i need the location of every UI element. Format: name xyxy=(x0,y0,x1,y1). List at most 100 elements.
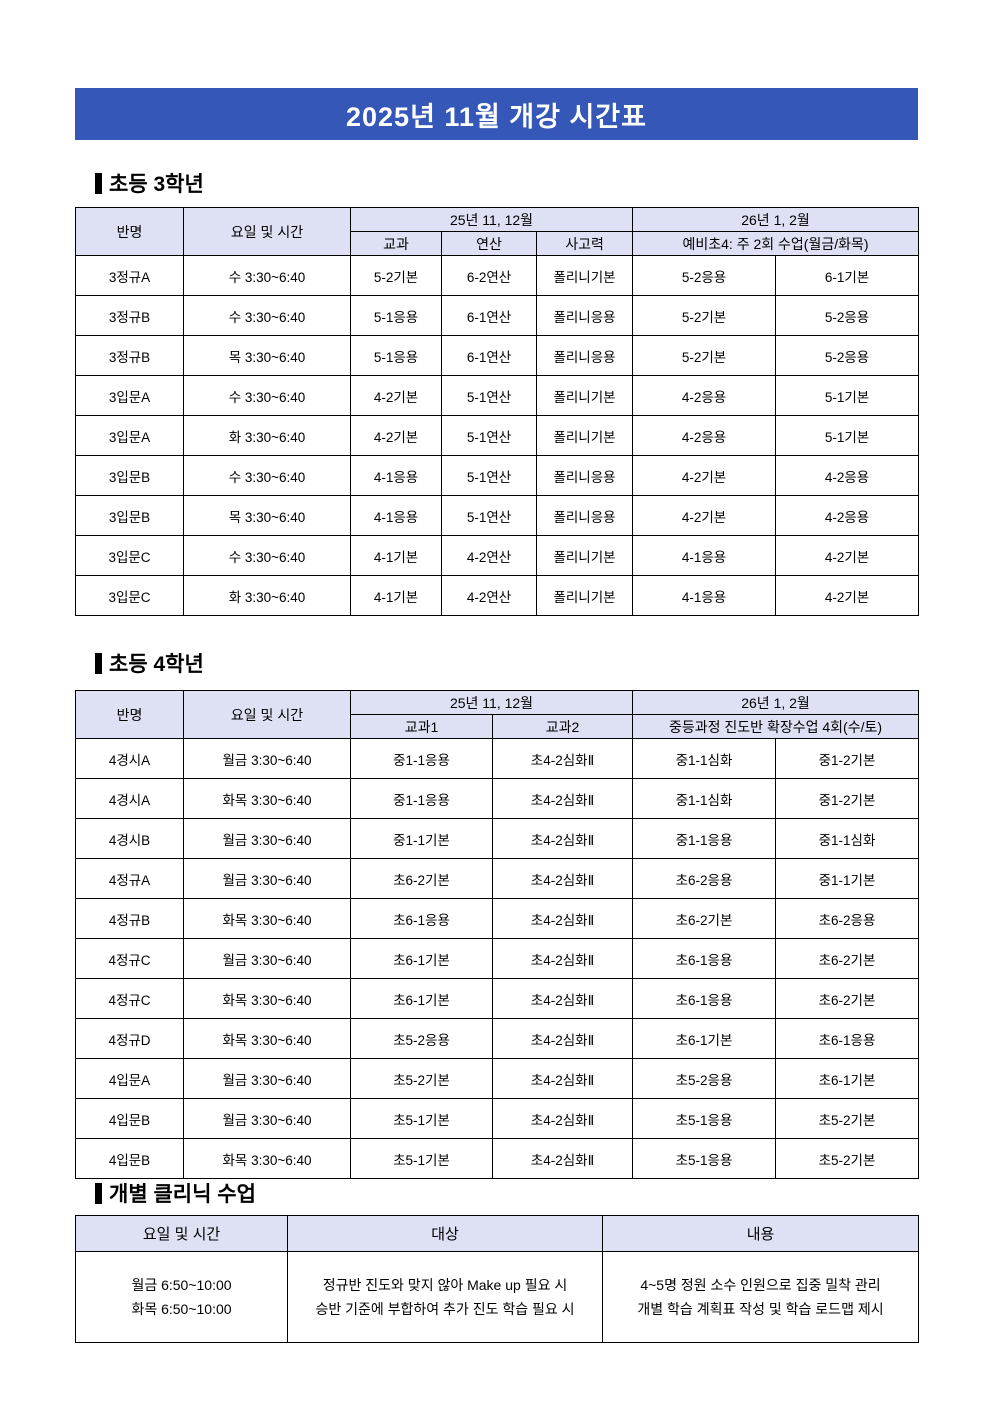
table-body-grade4: 4경시A 월금 3:30~6:40 중1-1응용 초4-2심화Ⅱ 중1-1심화 중1-2기… xyxy=(75,738,920,1179)
class-name-cell: 3정규A xyxy=(75,255,184,296)
table-subheader-row: 교과 연산 사고력 예비초4: 주 2회 수업(월금/화목) xyxy=(76,231,920,256)
class-name-cell: 4정규D xyxy=(75,1018,184,1059)
day-time-cell: 목 3:30~6:40 xyxy=(183,495,351,536)
table-header-row: 요일 및 시간 대상 내용 xyxy=(75,1215,919,1252)
course-cell: 폴리니응용 xyxy=(535,495,634,536)
course-cell: 초6-1응용 xyxy=(350,898,493,939)
col-header-period-2: 26년 1, 2월 xyxy=(632,207,920,232)
course-cell: 초4-2심화Ⅱ xyxy=(491,1058,634,1099)
class-name-cell: 3정규B xyxy=(75,295,184,336)
col-header-day-time: 요일 및 시간 xyxy=(75,1215,288,1252)
table-row: 4정규D 화목 3:30~6:40 초5-2응용 초4-2심화Ⅱ 초6-1기본 초6-1응… xyxy=(75,1018,920,1059)
table-subheader-row: 교과1 교과2 중등과정 진도반 확장수업 4회(수/토) xyxy=(76,714,920,739)
section-heading-label: 개별 클리닉 수업 xyxy=(109,1183,256,1206)
class-name-cell: 4입문A xyxy=(75,1058,184,1099)
day-time-cell: 수 3:30~6:40 xyxy=(183,255,351,296)
course-cell: 초6-2기본 xyxy=(775,978,920,1019)
table-row: 3입문B 수 3:30~6:40 4-1응용 5-1연산 폴리니응용 4-2기본 4-2응용 xyxy=(75,455,920,496)
course-cell: 4-2연산 xyxy=(441,575,537,616)
col-header-period-2: 26년 1, 2월 xyxy=(632,690,920,715)
clinic-target-line-1: 정규반 진도와 맞지 않아 Make up 필요 시 xyxy=(322,1276,568,1293)
clinic-day-time-cell: 월금 6:50~10:00 화목 6:50~10:00 xyxy=(75,1251,288,1343)
class-name-cell: 4경시A xyxy=(75,738,184,779)
course-cell: 초5-1기본 xyxy=(350,1098,493,1139)
course-cell: 초4-2심화Ⅱ xyxy=(491,778,634,819)
class-name-cell: 3입문A xyxy=(75,375,184,416)
course-cell: 5-1연산 xyxy=(441,375,537,416)
course-cell: 5-1연산 xyxy=(441,415,537,456)
table-row: 3정규B 목 3:30~6:40 5-1응용 6-1연산 폴리니응용 5-2기본 5-2응용 xyxy=(75,335,920,376)
course-cell: 5-2응용 xyxy=(632,255,777,296)
course-cell: 초4-2심화Ⅱ xyxy=(491,818,634,859)
section-heading-label: 초등 4학년 xyxy=(109,653,204,676)
table-row: 3입문C 수 3:30~6:40 4-1기본 4-2연산 폴리니기본 4-1응용 4-2기본 xyxy=(75,535,920,576)
course-cell: 중1-1기본 xyxy=(775,858,920,899)
col-header-class-name: 반명 xyxy=(75,690,184,739)
course-cell: 초6-1응용 xyxy=(775,1018,920,1059)
course-cell: 초4-2심화Ⅱ xyxy=(491,1138,634,1179)
table-row: 3입문B 목 3:30~6:40 4-1응용 5-1연산 폴리니응용 4-2기본 4-2응용 xyxy=(75,495,920,536)
course-cell: 중1-1응용 xyxy=(350,738,493,779)
course-cell: 초4-2심화Ⅱ xyxy=(491,978,634,1019)
course-cell: 5-1연산 xyxy=(441,455,537,496)
col-header-class-name: 반명 xyxy=(75,207,184,256)
course-cell: 초5-1기본 xyxy=(350,1138,493,1179)
class-name-cell: 4경시B xyxy=(75,818,184,859)
course-cell: 4-2응용 xyxy=(632,415,777,456)
col-header-day-time: 요일 및 시간 xyxy=(183,690,351,739)
class-name-cell: 3입문A xyxy=(75,415,184,456)
table-row: 4입문A 월금 3:30~6:40 초5-2기본 초4-2심화Ⅱ 초5-2응용 초6-1기… xyxy=(75,1058,920,1099)
col-header-note: 중등과정 진도반 확장수업 4회(수/토) xyxy=(632,714,920,739)
course-cell: 4-1기본 xyxy=(350,535,442,576)
schedule-table-grade4: 반명 요일 및 시간 25년 11, 12월 26년 1, 2월 교과1 교과2… xyxy=(75,690,920,1179)
section-marker-icon xyxy=(95,1182,102,1204)
col-header-content: 내용 xyxy=(602,1215,919,1252)
course-cell: 6-2연산 xyxy=(441,255,537,296)
table-row: 3정규A 수 3:30~6:40 5-2기본 6-2연산 폴리니기본 5-2응용 6-1기본 xyxy=(75,255,920,296)
class-name-cell: 4경시A xyxy=(75,778,184,819)
course-cell: 초5-1응용 xyxy=(632,1098,777,1139)
day-time-cell: 월금 3:30~6:40 xyxy=(183,938,351,979)
course-cell: 초4-2심화Ⅱ xyxy=(491,738,634,779)
course-cell: 폴리니응용 xyxy=(535,335,634,376)
table-row: 3입문C 화 3:30~6:40 4-1기본 4-2연산 폴리니기본 4-1응용 4-2기본 xyxy=(75,575,920,616)
course-cell: 초6-1응용 xyxy=(632,938,777,979)
course-cell: 폴리니기본 xyxy=(535,535,634,576)
table-row: 3입문A 수 3:30~6:40 4-2기본 5-1연산 폴리니기본 4-2응용 5-1기본 xyxy=(75,375,920,416)
table-row: 4정규C 화목 3:30~6:40 초6-1기본 초4-2심화Ⅱ 초6-1응용 초6-2기… xyxy=(75,978,920,1019)
course-cell: 초6-2응용 xyxy=(632,858,777,899)
clinic-day-time-line-1: 월금 6:50~10:00 xyxy=(131,1276,232,1293)
course-cell: 초4-2심화Ⅱ xyxy=(491,858,634,899)
course-cell: 초6-2기본 xyxy=(775,938,920,979)
page-title: 2025년 11월 개강 시간표 xyxy=(75,88,918,140)
course-cell: 중1-1응용 xyxy=(350,778,493,819)
course-cell: 중1-1기본 xyxy=(350,818,493,859)
class-name-cell: 4정규C xyxy=(75,978,184,1019)
course-cell: 5-2기본 xyxy=(350,255,442,296)
course-cell: 4-2기본 xyxy=(350,415,442,456)
section-heading-grade3: 초등 3학년 xyxy=(95,168,204,198)
course-cell: 초6-2기본 xyxy=(632,898,777,939)
clinic-table: 요일 및 시간 대상 내용 월금 6:50~10:00 화목 6:50~10:0… xyxy=(75,1215,919,1343)
course-cell: 초5-2기본 xyxy=(350,1058,493,1099)
day-time-cell: 월금 3:30~6:40 xyxy=(183,1098,351,1139)
course-cell: 초6-1기본 xyxy=(350,978,493,1019)
course-cell: 초5-1응용 xyxy=(632,1138,777,1179)
day-time-cell: 월금 3:30~6:40 xyxy=(183,818,351,859)
course-cell: 5-2기본 xyxy=(632,295,777,336)
table-row: 4정규B 화목 3:30~6:40 초6-1응용 초4-2심화Ⅱ 초6-2기본 초6-2응… xyxy=(75,898,920,939)
course-cell: 폴리니기본 xyxy=(535,415,634,456)
col-header-target: 대상 xyxy=(287,1215,603,1252)
schedule-table-grade3: 반명 요일 및 시간 25년 11, 12월 26년 1, 2월 교과 연산 사… xyxy=(75,207,920,616)
table-header-row: 반명 요일 및 시간 25년 11, 12월 26년 1, 2월 xyxy=(75,207,920,256)
course-cell: 중1-2기본 xyxy=(775,778,920,819)
col-header-calculation: 연산 xyxy=(441,231,537,256)
day-time-cell: 수 3:30~6:40 xyxy=(183,535,351,576)
class-name-cell: 3입문C xyxy=(75,575,184,616)
course-cell: 6-1연산 xyxy=(441,335,537,376)
course-cell: 4-1응용 xyxy=(350,495,442,536)
course-cell: 4-2기본 xyxy=(632,495,777,536)
course-cell: 중1-1심화 xyxy=(632,738,777,779)
section-marker-icon xyxy=(95,172,102,194)
course-cell: 중1-1심화 xyxy=(775,818,920,859)
